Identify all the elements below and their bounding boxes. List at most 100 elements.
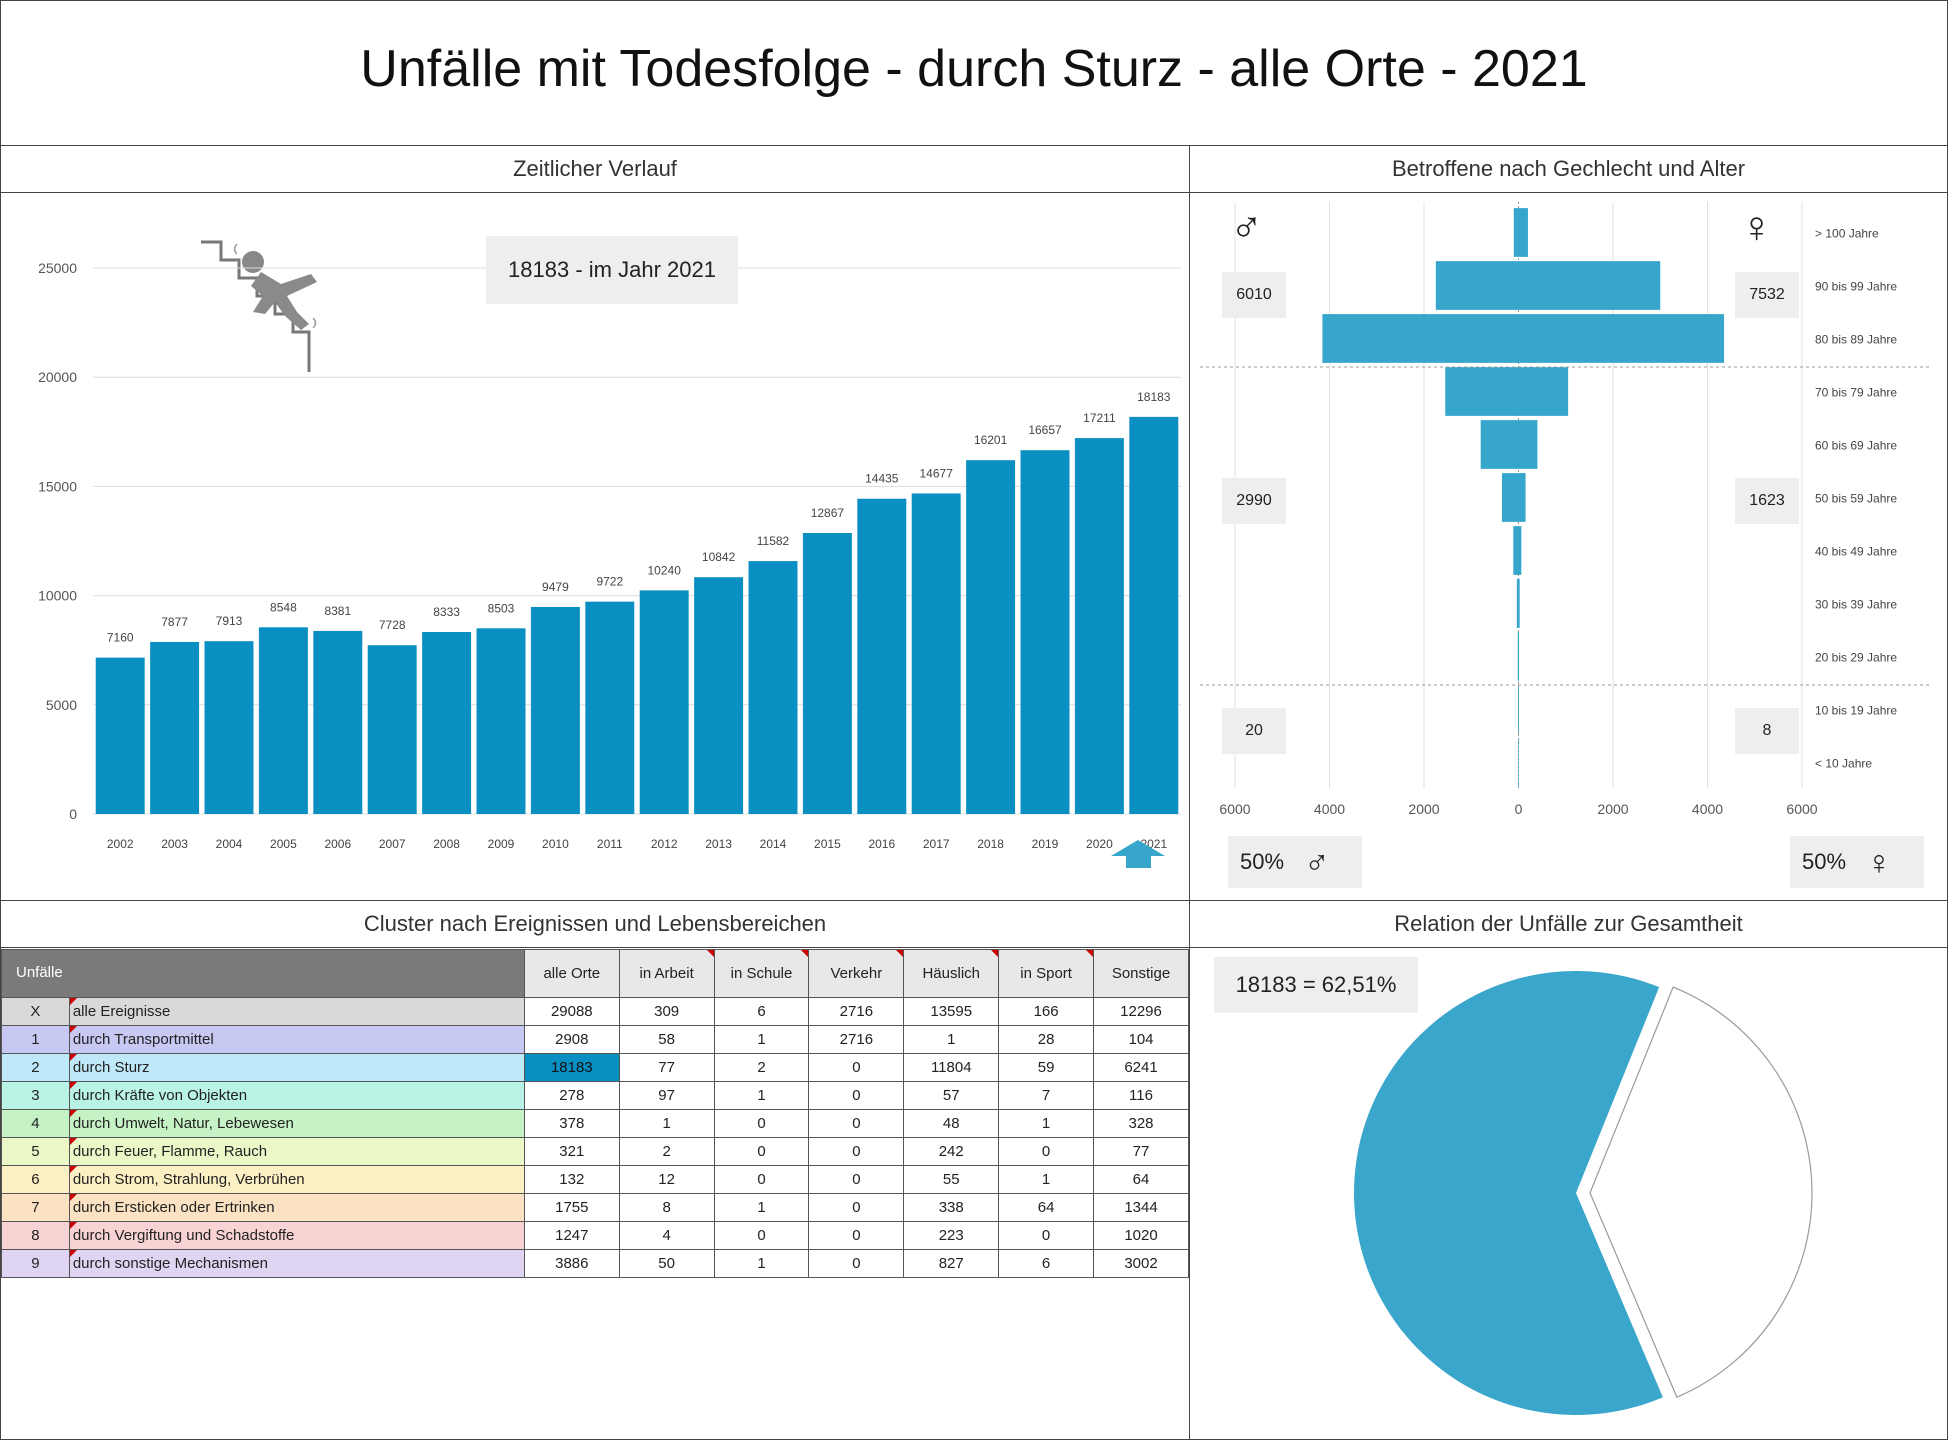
panel-title-relation: Relation der Unfälle zur Gesamtheit (1190, 901, 1947, 948)
x-tick-label: 2010 (542, 837, 569, 851)
table-cell: 2 (618, 1137, 715, 1166)
pyramid-bar-male (1501, 473, 1519, 522)
table-cell: 0 (808, 1081, 905, 1110)
row-label: durch Ersticken oder Ertrinken (68, 1193, 525, 1222)
table-cell: 0 (713, 1109, 810, 1138)
pyramid-bar-female (1518, 526, 1522, 575)
x-tick-label: 2014 (760, 837, 787, 851)
x-tick-label: 2019 (1032, 837, 1059, 851)
bar-value-label: 17211 (1083, 411, 1116, 425)
bar-2018 (966, 460, 1016, 814)
y-tick-label: 10000 (38, 588, 77, 604)
bar-value-label: 16201 (974, 433, 1008, 447)
cluster-table: Unfälle alle Orte in Arbeit in Schule Ve… (1, 949, 1189, 1278)
bar-value-label: 14435 (865, 472, 899, 486)
x-tick-label: 2011 (597, 837, 623, 851)
header-alle-orte: alle Orte (523, 949, 620, 998)
table-cell: 77 (618, 1053, 715, 1082)
table-cell: 1 (713, 1249, 810, 1278)
table-cell: 1 (713, 1025, 810, 1054)
zeit-callout: 18183 - im Jahr 2021 (486, 236, 738, 304)
bar-chart: 7160 7877 7913 8548 8381 7728 8333 8503 9479 9722… (38, 240, 1181, 868)
age-group-label: 70 bis 79 Jahre (1815, 386, 1897, 400)
bar-value-label: 7913 (216, 614, 243, 628)
pyramid-bar-male (1513, 526, 1519, 575)
table-cell: 2908 (523, 1025, 620, 1054)
falling-person-icon (201, 240, 317, 372)
x-tick-label: 2016 (868, 837, 895, 851)
table-cell: 58 (618, 1025, 715, 1054)
bar-value-label: 14677 (920, 466, 954, 480)
x-tick-label: 2006 (324, 837, 351, 851)
table-row: 2 durch Sturz 18183 77 2 0 11804 59 6241 (1, 1053, 1189, 1082)
table-cell: 1 (618, 1109, 715, 1138)
table-cell: 57 (903, 1081, 1000, 1110)
female-callout-3: 8 (1735, 708, 1799, 754)
bar-2014 (748, 561, 798, 814)
table-cell: 0 (713, 1221, 810, 1250)
table-cell: 1020 (1093, 1221, 1189, 1250)
table-cell: 0 (808, 1053, 905, 1082)
x-tick-label: 2015 (814, 837, 841, 851)
row-code: 5 (1, 1137, 70, 1166)
bar-value-label: 12867 (811, 506, 845, 520)
y-tick-label: 20000 (38, 369, 77, 385)
panel-title-zeit: Zeitlicher Verlauf (1, 146, 1189, 193)
table-cell: 12 (618, 1165, 715, 1194)
bar-2009 (476, 628, 526, 814)
bar-2003 (150, 641, 200, 814)
table-cell: 1 (903, 1025, 1000, 1054)
bar-2008 (422, 632, 472, 814)
row-code: 9 (1, 1249, 70, 1278)
table-cell: 242 (903, 1137, 1000, 1166)
male-share-badge: 50% ♂ (1228, 836, 1362, 888)
table-cell: 28 (998, 1025, 1095, 1054)
bar-2017 (911, 493, 961, 814)
bar-2016 (857, 498, 907, 814)
table-cell: 6 (713, 997, 810, 1026)
female-share-badge: 50% ♀ (1790, 836, 1924, 888)
female-symbol-icon: ♀ (1740, 203, 1773, 252)
table-cell: 0 (808, 1109, 905, 1138)
table-cell: 3002 (1093, 1249, 1189, 1278)
table-cell: 0 (808, 1165, 905, 1194)
pyramid-bar-male (1435, 261, 1519, 310)
row-code: 7 (1, 1193, 70, 1222)
bar-2011 (585, 601, 635, 814)
age-group-label: 10 bis 19 Jahre (1815, 704, 1897, 718)
row-code: 3 (1, 1081, 70, 1110)
pyramid-bar-male (1480, 420, 1519, 469)
bar-2006 (313, 630, 363, 814)
table-cell: 2716 (808, 997, 905, 1026)
table-row: 3 durch Kräfte von Objekten 278 97 1 0 57 7 116 (1, 1081, 1189, 1110)
table-cell: 0 (808, 1193, 905, 1222)
pyramid-bar-female (1518, 420, 1538, 469)
table-row: 9 durch sonstige Mechanismen 3886 50 1 0 827 6 3… (1, 1249, 1189, 1278)
female-callout-1: 7532 (1735, 272, 1799, 318)
male-share-value: 50% (1240, 849, 1285, 874)
table-row: 8 durch Vergiftung und Schadstoffe 1247 4 0 0… (1, 1221, 1189, 1250)
row-label: durch Vergiftung und Schadstoffe (68, 1221, 525, 1250)
pyramid-bar-female (1518, 314, 1725, 363)
table-cell: 0 (808, 1221, 905, 1250)
age-group-label: 80 bis 89 Jahre (1815, 333, 1897, 347)
table-row: 7 durch Ersticken oder Ertrinken 1755 8 1 0 33… (1, 1193, 1189, 1222)
age-group-label: 20 bis 29 Jahre (1815, 651, 1897, 665)
age-group-label: 60 bis 69 Jahre (1815, 439, 1897, 453)
x-tick-label: 2005 (270, 837, 297, 851)
table-cell: 7 (998, 1081, 1095, 1110)
x-tick-label: 6000 (1786, 801, 1817, 817)
table-cell: 18183 (523, 1053, 620, 1082)
table-cell: 48 (903, 1109, 1000, 1138)
bar-value-label: 8333 (433, 605, 460, 619)
pie-chart (1354, 971, 1813, 1415)
pyramid-bar-male (1445, 367, 1519, 416)
bar-value-label: 18183 (1137, 390, 1171, 404)
panel-relation: Relation der Unfälle zur Gesamtheit 1818… (1189, 900, 1948, 1440)
bar-value-label: 16657 (1028, 423, 1062, 437)
table-cell: 309 (618, 997, 715, 1026)
male-callout-3: 20 (1222, 708, 1286, 754)
table-cell: 6241 (1093, 1053, 1189, 1082)
table-cell: 166 (998, 997, 1095, 1026)
bar-value-label: 11582 (757, 534, 790, 548)
